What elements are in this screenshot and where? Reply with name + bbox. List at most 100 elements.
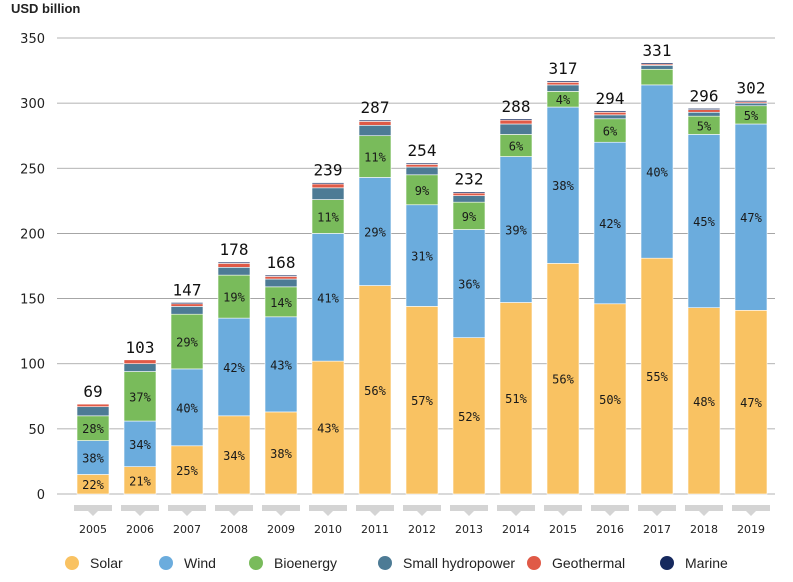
bar-segment-wind <box>76 440 110 475</box>
bar-segment-marine <box>264 274 298 277</box>
bar-segment-solar <box>734 309 768 495</box>
x-tick-label: 2008 <box>220 523 248 536</box>
x-axis-tick-pointer <box>135 511 145 516</box>
x-tick-label: 2007 <box>173 523 201 536</box>
x-tick-label: 2016 <box>596 523 624 536</box>
x-axis-tick-pointer <box>229 511 239 516</box>
legend-swatch <box>65 556 79 570</box>
bar-segment-marine <box>170 302 204 305</box>
bar-total-label: 239 <box>314 161 343 180</box>
bar-stack-2018: 48% 45% 5% 296 <box>687 86 721 495</box>
y-tick-label: 0 <box>37 488 45 503</box>
segment-share-label: 40% <box>646 166 668 180</box>
bar-segment-marine <box>405 162 439 165</box>
bar-stack-2007: 25% 40% 29% 147 <box>170 280 204 495</box>
segment-share-label: 9% <box>415 184 430 198</box>
bar-segment-marine <box>311 182 345 185</box>
segment-share-label: 11% <box>317 210 339 224</box>
x-tick-label: 2010 <box>314 523 342 536</box>
bar-segment-geothermal <box>358 121 392 126</box>
x-tick-label: 2006 <box>126 523 154 536</box>
bar-segment-marine <box>593 110 627 113</box>
bar-segment-solar <box>499 302 533 495</box>
bar-total-label: 317 <box>549 59 578 78</box>
x-tick-label: 2012 <box>408 523 436 536</box>
x-axis-tick-band <box>497 505 535 511</box>
x-axis-tick-pointer <box>182 511 192 516</box>
segment-share-label: 42% <box>223 361 245 375</box>
bar-segment-bioenergy <box>76 415 110 441</box>
segment-share-label: 29% <box>364 225 386 239</box>
segment-share-label: 57% <box>411 394 433 408</box>
bar-stack-2010: 43% 41% 11% 239 <box>311 161 345 495</box>
bar-segment-geothermal <box>593 111 627 116</box>
x-axis: 2005 2006 2007 2008 2009 2010 2011 2012 2013 2014… <box>74 505 770 536</box>
legend-swatch <box>660 556 674 570</box>
legend-label: Solar <box>90 555 123 571</box>
bar-segment-wind <box>123 420 157 467</box>
bar-segment-marine <box>687 108 721 110</box>
x-axis-tick-band <box>309 505 347 511</box>
x-tick-label: 2017 <box>643 523 671 536</box>
bar-segment-wind <box>311 233 345 362</box>
bar-segment-bioenergy <box>217 274 251 319</box>
segment-share-label: 41% <box>317 291 339 305</box>
segment-share-label: 5% <box>697 119 712 133</box>
bar-segment-geothermal <box>687 109 721 113</box>
bar-stack-2009: 38% 43% 14% 168 <box>264 253 298 495</box>
x-axis-tick-pointer <box>323 511 333 516</box>
segment-share-label: 28% <box>82 422 104 436</box>
legend-item-bioenergy: Bioenergy <box>249 555 337 571</box>
x-axis-tick-pointer <box>699 511 709 516</box>
x-tick-label: 2009 <box>267 523 295 536</box>
x-axis-tick-band <box>544 505 582 511</box>
bar-segment-geothermal <box>170 303 204 307</box>
x-tick-label: 2014 <box>502 523 530 536</box>
x-axis-tick-pointer <box>746 511 756 516</box>
bar-total-label: 254 <box>408 141 437 160</box>
x-tick-label: 2011 <box>361 523 389 536</box>
bar-stack-2006: 21% 34% 37% 103 <box>123 338 157 495</box>
segment-share-label: 19% <box>223 291 245 305</box>
bar-total-label: 178 <box>220 240 249 259</box>
y-tick-label: 350 <box>20 32 45 47</box>
bar-stack-2012: 57% 31% 9% 254 <box>405 141 439 495</box>
bar-segment-geothermal <box>546 81 580 86</box>
segment-share-label: 55% <box>646 370 668 384</box>
bar-stack-2017: 55% 40% 331 <box>640 41 674 495</box>
x-axis-tick-band <box>591 505 629 511</box>
bar-segment-small-hydropower <box>76 406 110 417</box>
legend-item-small-hydropower: Small hydropower <box>378 555 515 571</box>
segment-share-label: 50% <box>599 393 621 407</box>
segment-share-label: 51% <box>505 392 527 406</box>
bar-segment-solar <box>546 263 580 495</box>
bar-segment-wind <box>452 229 486 338</box>
x-axis-tick-pointer <box>605 511 615 516</box>
segment-share-label: 6% <box>603 125 618 139</box>
bar-stack-2015: 56% 38% 4% 317 <box>546 59 580 495</box>
bar-segment-bioenergy <box>640 68 674 86</box>
y-tick-label: 300 <box>20 97 45 112</box>
legend-item-wind: Wind <box>159 555 216 571</box>
bar-segment-bioenergy <box>405 174 439 206</box>
bar-segment-small-hydropower <box>687 111 721 117</box>
segment-share-label: 4% <box>556 93 571 107</box>
bar-segment-small-hydropower <box>734 102 768 107</box>
bar-segment-bioenergy <box>170 313 204 370</box>
bar-segment-small-hydropower <box>452 195 486 203</box>
x-axis-tick-band <box>168 505 206 511</box>
x-axis-tick-pointer <box>652 511 662 516</box>
bar-total-label: 302 <box>737 79 766 98</box>
segment-share-label: 38% <box>82 452 104 466</box>
segment-share-label: 9% <box>462 210 477 224</box>
bar-segment-wind <box>405 204 439 307</box>
bar-segment-small-hydropower <box>640 65 674 70</box>
x-axis-tick-band <box>732 505 770 511</box>
legend-item-geothermal: Geothermal <box>527 555 625 571</box>
bar-total-label: 103 <box>126 338 155 357</box>
bar-segment-small-hydropower <box>217 267 251 276</box>
y-tick-label: 50 <box>28 423 45 438</box>
bar-segment-solar <box>217 415 251 495</box>
segment-share-label: 39% <box>505 224 527 238</box>
segment-share-label: 36% <box>458 278 480 292</box>
